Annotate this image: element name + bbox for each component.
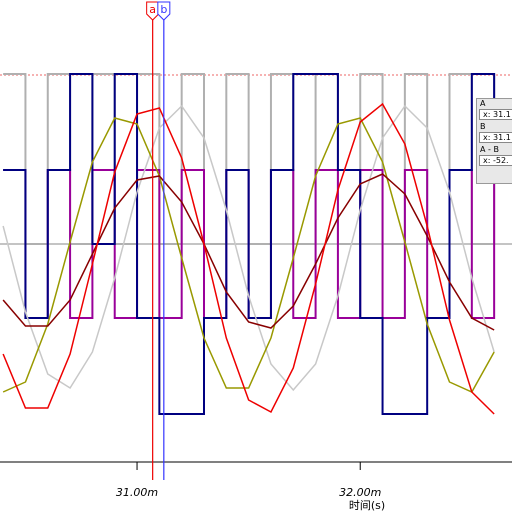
- cursor-a-x: x: 31.1: [479, 109, 512, 120]
- series-line: [2, 102, 495, 415]
- x-tick-label: 32.00m: [339, 486, 381, 499]
- diff-title: A - B: [480, 145, 499, 154]
- cursor-flag: [146, 1, 160, 21]
- plot: [2, 73, 496, 415]
- series-line: [2, 117, 495, 393]
- cursor-label: b: [160, 3, 167, 16]
- cursor-flag: [157, 1, 171, 21]
- x-tick-label: 31.00m: [116, 486, 158, 499]
- cursor-b-x: x: 31.1: [479, 132, 512, 143]
- x-axis-label: 时间(s): [349, 499, 385, 512]
- cursor-b-title: B: [480, 122, 486, 131]
- cursor-label: a: [149, 3, 156, 16]
- cursor-a-title: A: [480, 99, 486, 108]
- cursor-panel: A x: 31.1 B x: 31.1 A - B x: -52.: [476, 98, 512, 184]
- diff-x: x: -52.: [479, 155, 512, 166]
- series-line: [3, 73, 496, 415]
- series-line: [2, 104, 495, 392]
- series-line: [2, 173, 495, 331]
